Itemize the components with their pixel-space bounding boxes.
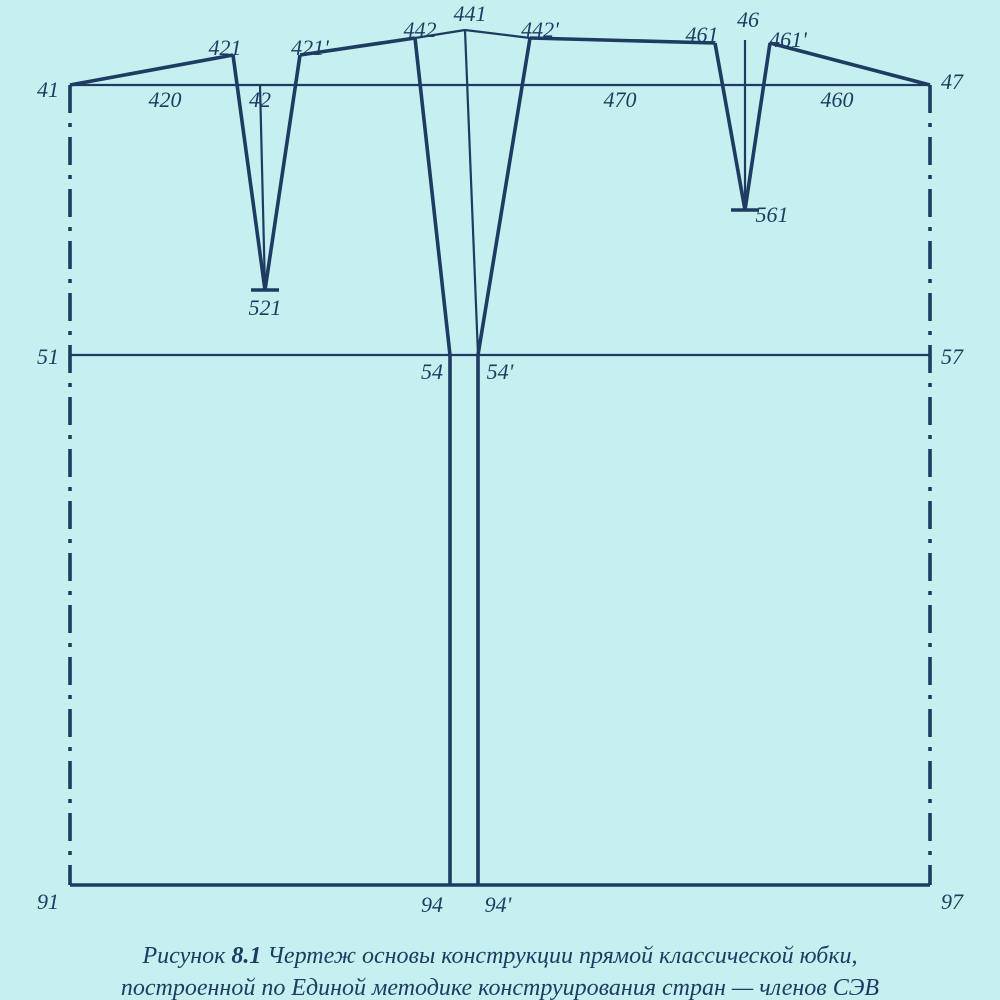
point-label: 51 [37,344,59,370]
point-label: 420 [149,87,182,113]
point-label: 461' [769,27,807,53]
caption-prefix: Рисунок [142,943,231,969]
point-label: 421 [209,35,242,61]
point-label: 442 [404,17,437,43]
point-label: 94' [485,892,512,918]
point-label: 41 [37,77,59,103]
figure-caption: Рисунок 8.1 Чертеж основы конструкции пр… [90,940,910,1000]
point-label: 46 [737,7,759,33]
point-label: 442' [521,17,559,43]
diagram-svg [0,0,1000,1000]
point-label: 57 [941,344,963,370]
point-label: 91 [37,889,59,915]
point-label: 42 [249,87,271,113]
point-label: 460 [821,87,854,113]
point-label: 470 [604,87,637,113]
point-label: 54' [487,359,514,385]
caption-number: 8.1 [231,943,261,969]
point-label: 47 [941,69,963,95]
point-label: 461 [686,22,719,48]
point-label: 94 [421,892,443,918]
point-label: 441 [454,1,487,27]
point-label: 97 [941,889,963,915]
point-label: 561 [756,202,789,228]
diagram-stage: 41 420 421 42 421' 442 441 442' 470 461 46 461' 460 4… [0,0,1000,1000]
point-label: 54 [421,359,443,385]
point-label: 521 [249,295,282,321]
point-label: 421' [291,35,329,61]
